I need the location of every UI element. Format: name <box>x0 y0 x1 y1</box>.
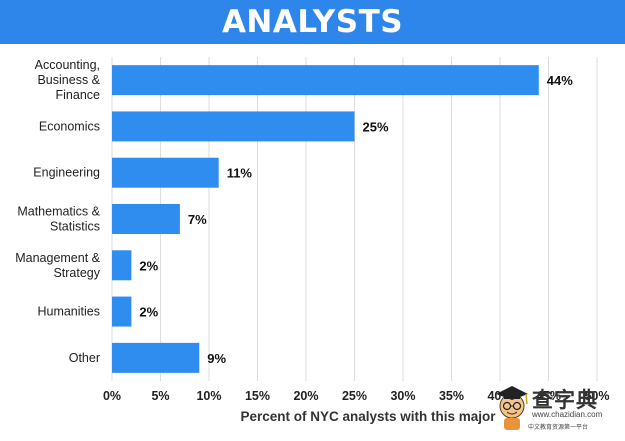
category-label-line: Strategy <box>53 266 100 280</box>
category-label: Economics <box>39 119 100 133</box>
category-label: Mathematics & Statistics <box>17 205 100 234</box>
data-label: 9% <box>207 351 226 366</box>
x-tick-label: 5% <box>151 389 169 403</box>
mascot-icon <box>496 386 528 430</box>
bar <box>112 65 539 96</box>
x-tick-label: 20% <box>293 389 318 403</box>
category-label-line: Mathematics & <box>17 205 100 219</box>
bar <box>112 296 132 327</box>
data-label: 7% <box>188 212 207 227</box>
x-tick-label: 25% <box>342 389 367 403</box>
chart-title: ANALYSTS <box>221 4 404 40</box>
category-label-line: Humanities <box>37 305 100 319</box>
x-tick-label: 50% <box>584 389 609 403</box>
data-label: 44% <box>547 73 573 88</box>
data-label: 2% <box>139 305 158 320</box>
bar <box>112 204 180 234</box>
x-tick-label: 30% <box>390 389 415 403</box>
x-tick-label: 0% <box>103 389 121 403</box>
x-axis-title: Percent of NYC analysts with this major <box>240 409 496 424</box>
category-label: Engineering <box>33 166 100 180</box>
category-label-line: Business & <box>37 73 100 87</box>
x-tick-label: 35% <box>439 389 464 403</box>
category-label-line: Management & <box>15 251 100 265</box>
category-label: Management & Strategy <box>15 251 101 280</box>
data-label: 2% <box>139 258 158 273</box>
x-tick-label: 10% <box>196 389 221 403</box>
x-tick-label: 15% <box>245 389 270 403</box>
watermark-logo: 查字典 www.chazidian.com 中文教育资源第一平台 <box>492 380 622 436</box>
category-label: Humanities <box>37 305 100 319</box>
category-label-line: Accounting, <box>35 58 100 72</box>
bar <box>112 157 219 188</box>
category-label: Other <box>69 351 100 365</box>
watermark-tagline: 中文教育资源第一平台 <box>528 424 589 431</box>
bar <box>112 250 132 281</box>
data-label: 25% <box>363 119 389 134</box>
x-tick-label: 45% <box>536 389 561 403</box>
watermark-name: 查字典 <box>532 388 598 412</box>
bar <box>112 342 200 373</box>
category-label-line: Other <box>69 351 100 365</box>
category-label-line: Engineering <box>33 166 100 180</box>
category-label: Accounting, Business & Finance <box>35 58 101 102</box>
bar <box>112 111 355 142</box>
category-label-line: Finance <box>56 88 101 102</box>
category-label-line: Economics <box>39 119 100 133</box>
data-label: 11% <box>227 166 253 181</box>
category-label-line: Statistics <box>50 220 100 234</box>
watermark-url: www.chazidian.com <box>532 410 603 419</box>
title-banner <box>0 0 625 44</box>
